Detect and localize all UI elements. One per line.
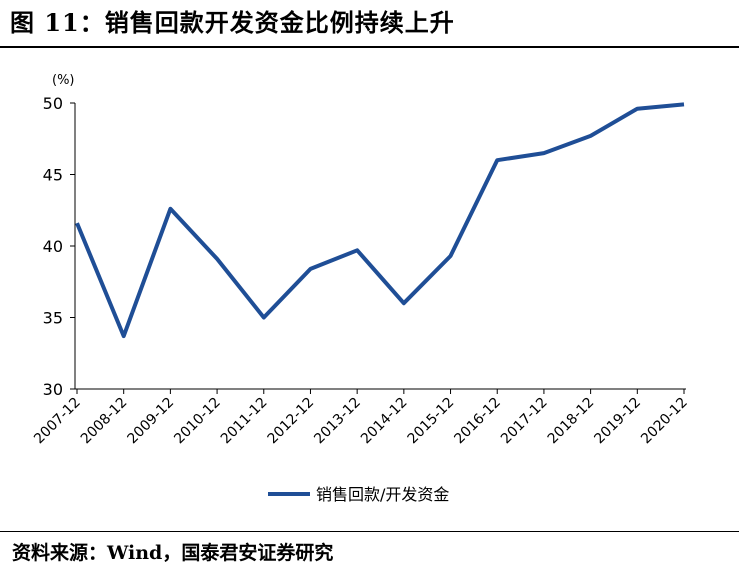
x-tick-label: 2007-12 (31, 395, 84, 448)
x-tick-label: 2015-12 (405, 395, 458, 448)
y-tick-label: 50 (43, 94, 63, 113)
x-tick-label: 2018-12 (545, 395, 598, 448)
legend: 销售回款/开发资金 (268, 485, 449, 504)
x-tick-label: 2011-12 (218, 395, 271, 448)
x-tick-label: 2009-12 (125, 395, 178, 448)
y-unit-label: (%) (52, 73, 75, 88)
x-tick-label: 2020-12 (638, 395, 691, 448)
x-tick-label: 2016-12 (451, 395, 504, 448)
y-tick-label: 30 (43, 380, 63, 399)
x-tick-label: 2012-12 (265, 395, 318, 448)
x-tick-label: 2014-12 (358, 395, 411, 448)
x-tick-label: 2010-12 (171, 395, 224, 448)
series-layer (75, 102, 685, 339)
x-tick-label: 2017-12 (498, 395, 551, 448)
x-axis: 2007-122008-122009-122010-122011-122012-… (31, 388, 691, 448)
title-divider (0, 46, 739, 48)
figure-title: 图 11：销售回款开发资金比例持续上升 (10, 8, 455, 37)
x-tick-label: 2013-12 (311, 395, 364, 448)
y-axis: 30 35 40 45 50 (%) (43, 73, 76, 399)
y-tick-label: 45 (43, 166, 63, 185)
series-line (75, 102, 685, 339)
x-tick-label: 2019-12 (591, 395, 644, 448)
y-tick-label: 40 (43, 237, 63, 256)
source-note: 资料来源：Wind，国泰君安证券研究 (12, 542, 334, 564)
source-divider (0, 531, 739, 532)
x-tick-label: 2008-12 (78, 395, 131, 448)
y-tick-label: 35 (43, 309, 63, 328)
legend-label: 销售回款/开发资金 (316, 485, 449, 504)
line-chart: 30 35 40 45 50 (%) 2007-122008-122009-122010-… (31, 73, 691, 504)
